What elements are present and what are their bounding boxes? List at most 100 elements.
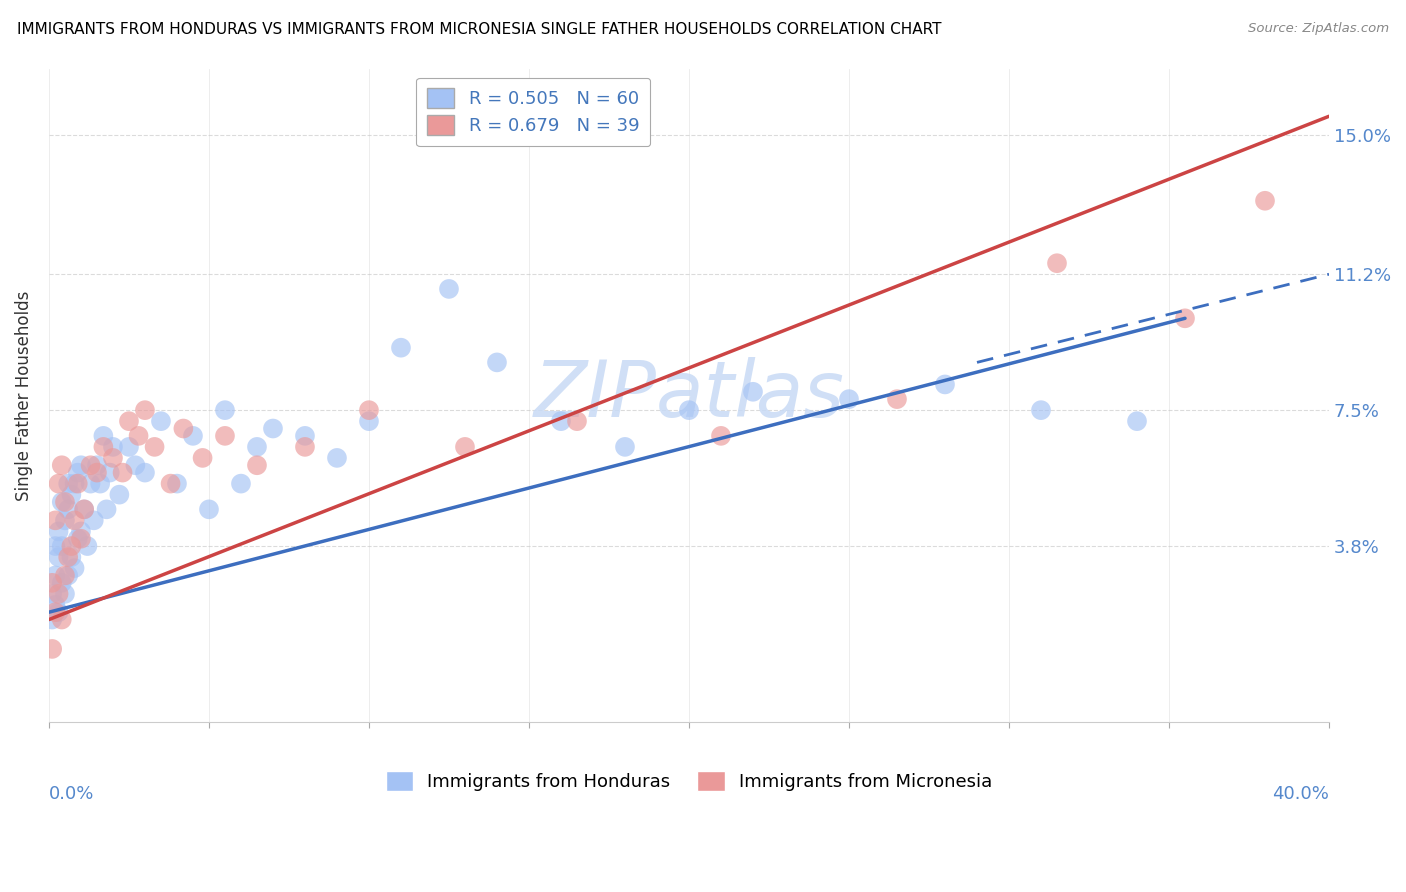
Point	[166, 476, 188, 491]
Point	[89, 476, 111, 491]
Point	[246, 458, 269, 473]
Point	[191, 450, 214, 465]
Point	[53, 568, 76, 582]
Point	[53, 495, 76, 509]
Point	[485, 355, 508, 369]
Point	[134, 403, 156, 417]
Point	[93, 440, 115, 454]
Point	[98, 466, 121, 480]
Point	[66, 532, 89, 546]
Point	[56, 476, 79, 491]
Point	[41, 613, 63, 627]
Point	[86, 458, 108, 473]
Point	[128, 429, 150, 443]
Point	[246, 440, 269, 454]
Point	[48, 476, 70, 491]
Point	[41, 575, 63, 590]
Point	[437, 282, 460, 296]
Point	[454, 440, 477, 454]
Point	[48, 550, 70, 565]
Point	[63, 561, 86, 575]
Point	[86, 466, 108, 480]
Text: 40.0%: 40.0%	[1272, 784, 1329, 803]
Y-axis label: Single Father Households: Single Father Households	[15, 290, 32, 500]
Point	[53, 587, 76, 601]
Point	[44, 539, 66, 553]
Text: Source: ZipAtlas.com: Source: ZipAtlas.com	[1249, 22, 1389, 36]
Point	[44, 513, 66, 527]
Point	[1174, 311, 1197, 326]
Point	[143, 440, 166, 454]
Point	[44, 598, 66, 612]
Point	[934, 377, 956, 392]
Point	[389, 341, 412, 355]
Point	[60, 550, 83, 565]
Point	[76, 539, 98, 553]
Point	[149, 414, 172, 428]
Point	[56, 568, 79, 582]
Point	[48, 587, 70, 601]
Point	[172, 421, 194, 435]
Point	[1254, 194, 1277, 208]
Point	[838, 392, 860, 406]
Point	[886, 392, 908, 406]
Point	[66, 476, 89, 491]
Point	[111, 466, 134, 480]
Point	[262, 421, 284, 435]
Point	[357, 414, 380, 428]
Point	[118, 414, 141, 428]
Text: IMMIGRANTS FROM HONDURAS VS IMMIGRANTS FROM MICRONESIA SINGLE FATHER HOUSEHOLDS : IMMIGRANTS FROM HONDURAS VS IMMIGRANTS F…	[17, 22, 942, 37]
Point	[70, 458, 93, 473]
Point	[44, 605, 66, 619]
Point	[118, 440, 141, 454]
Point	[48, 524, 70, 539]
Point	[326, 450, 349, 465]
Point	[181, 429, 204, 443]
Point	[60, 539, 83, 553]
Point	[742, 384, 765, 399]
Point	[678, 403, 700, 417]
Text: ZIPatlas: ZIPatlas	[533, 358, 845, 434]
Point	[44, 568, 66, 582]
Point	[83, 513, 105, 527]
Point	[73, 502, 96, 516]
Point	[134, 466, 156, 480]
Point	[214, 403, 236, 417]
Point	[294, 429, 316, 443]
Point	[53, 513, 76, 527]
Point	[565, 414, 588, 428]
Legend: Immigrants from Honduras, Immigrants from Micronesia: Immigrants from Honduras, Immigrants fro…	[378, 764, 1000, 798]
Point	[294, 440, 316, 454]
Point	[1126, 414, 1149, 428]
Point	[614, 440, 637, 454]
Point	[51, 539, 73, 553]
Point	[51, 613, 73, 627]
Point	[214, 429, 236, 443]
Point	[66, 466, 89, 480]
Point	[51, 495, 73, 509]
Point	[60, 488, 83, 502]
Point	[73, 502, 96, 516]
Point	[93, 429, 115, 443]
Point	[1046, 256, 1069, 270]
Point	[550, 414, 572, 428]
Point	[41, 641, 63, 656]
Point	[79, 476, 101, 491]
Point	[108, 488, 131, 502]
Point	[63, 513, 86, 527]
Point	[101, 440, 124, 454]
Point	[710, 429, 733, 443]
Point	[48, 605, 70, 619]
Text: 0.0%: 0.0%	[49, 784, 94, 803]
Point	[70, 532, 93, 546]
Point	[63, 476, 86, 491]
Point	[101, 450, 124, 465]
Point	[51, 458, 73, 473]
Point	[51, 575, 73, 590]
Point	[70, 524, 93, 539]
Point	[198, 502, 221, 516]
Point	[229, 476, 252, 491]
Point	[357, 403, 380, 417]
Point	[56, 502, 79, 516]
Point	[1029, 403, 1052, 417]
